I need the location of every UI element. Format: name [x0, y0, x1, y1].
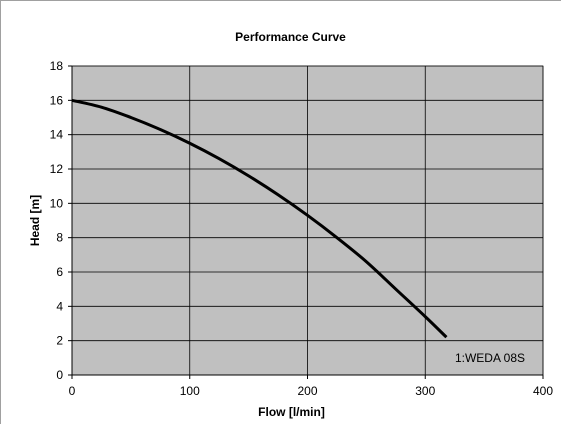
y-tick-label: 18	[50, 59, 64, 73]
y-tick-label: 0	[56, 368, 63, 382]
y-tick-label: 14	[50, 128, 64, 142]
y-axis-title: Head [m]	[28, 195, 42, 246]
x-tick-label: 300	[415, 384, 435, 398]
x-tick-label: 0	[69, 384, 76, 398]
x-tick-label: 400	[533, 384, 553, 398]
series-label: 1:WEDA 08S	[455, 351, 525, 365]
y-tick-label: 8	[56, 231, 63, 245]
x-tick-label: 200	[297, 384, 317, 398]
chart-title: Performance Curve	[235, 30, 346, 44]
x-tick-label: 100	[180, 384, 200, 398]
y-tick-label: 16	[50, 93, 64, 107]
y-tick-label: 12	[50, 162, 64, 176]
y-tick-label: 2	[56, 334, 63, 348]
y-tick-label: 4	[56, 299, 63, 313]
y-tick-label: 10	[50, 196, 64, 210]
x-axis-title: Flow [l/min]	[258, 405, 325, 419]
y-tick-label: 6	[56, 265, 63, 279]
